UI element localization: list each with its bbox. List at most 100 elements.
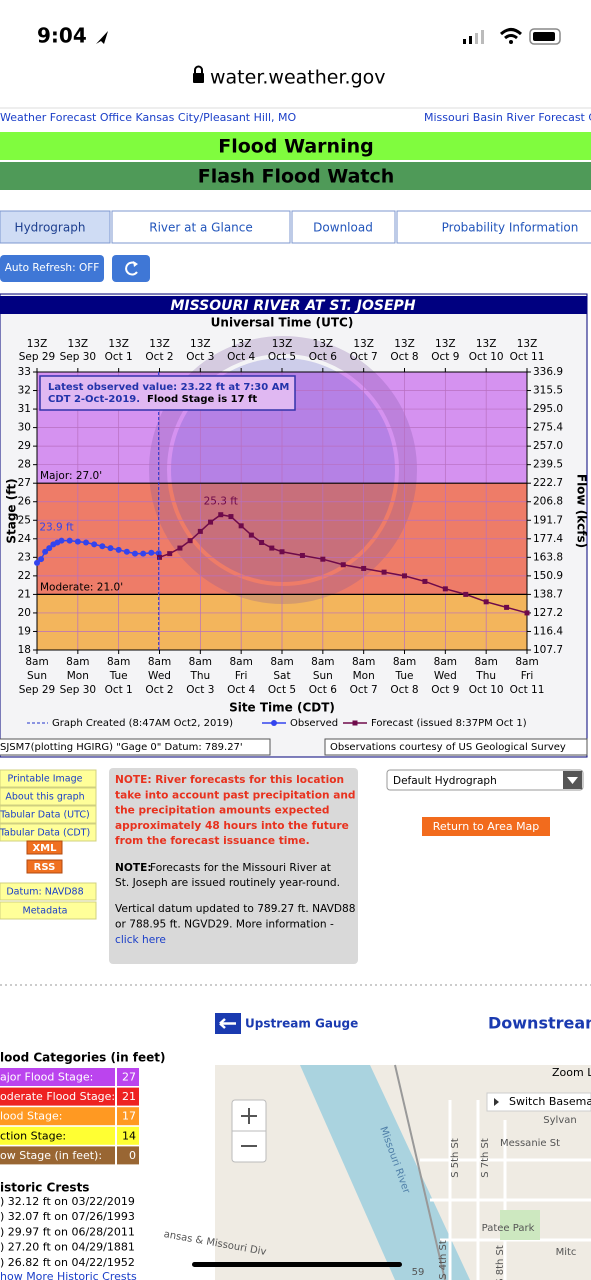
datum-note: SJSM7(plotting HGIRG) "Gage 0" Datum: 78… bbox=[0, 742, 243, 753]
auto-refresh-button[interactable] bbox=[0, 255, 104, 282]
feed-badge[interactable] bbox=[26, 859, 63, 874]
basemap-switch[interactable] bbox=[486, 1092, 591, 1112]
side-link[interactable]: Datum: NAVD88 bbox=[6, 887, 83, 898]
return-button[interactable] bbox=[422, 817, 550, 836]
refresh-button[interactable] bbox=[112, 255, 150, 282]
map-label: S 5th St bbox=[450, 1138, 461, 1178]
chart-title-bar bbox=[0, 296, 587, 314]
feed-badge[interactable] bbox=[26, 840, 63, 855]
rfc-link[interactable]: Missouri Basin River Forecast C bbox=[424, 111, 591, 124]
x-tick-day: Fri bbox=[235, 670, 248, 682]
side-link-box[interactable] bbox=[0, 787, 97, 806]
zoom-icons bbox=[241, 1108, 257, 1147]
side-link[interactable]: About this graph bbox=[5, 792, 84, 803]
forecast-point bbox=[504, 604, 510, 610]
legend-created: Graph Created (8:47AM Oct2, 2019) bbox=[52, 718, 233, 729]
more-crests-link[interactable]: how More Historic Crests bbox=[0, 1270, 137, 1280]
auto-refresh-label[interactable]: Auto Refresh: OFF bbox=[5, 262, 100, 274]
side-link[interactable]: Metadata bbox=[23, 906, 68, 917]
tab-label[interactable]: Hydrograph bbox=[15, 221, 86, 235]
forecast-warning: from the forecast issuance time. bbox=[115, 835, 310, 847]
y-tick-label: 19 bbox=[18, 625, 31, 637]
feed-badge-label[interactable]: XML bbox=[32, 843, 57, 854]
side-link-box[interactable] bbox=[0, 805, 97, 824]
x-tick-date: Oct 11 bbox=[510, 684, 545, 696]
y-tick-label: 28 bbox=[18, 459, 31, 471]
upstream-link[interactable]: Upstream Gauge bbox=[245, 1017, 358, 1031]
tab[interactable] bbox=[0, 210, 111, 244]
forecast-point bbox=[442, 586, 448, 592]
warning-text[interactable]: Flood Warning bbox=[218, 136, 373, 158]
battery-level bbox=[533, 32, 555, 41]
top-x-tick-date: Oct 4 bbox=[227, 351, 255, 363]
category-cell bbox=[0, 1107, 115, 1126]
top-x-tick-label: 13Z bbox=[353, 338, 374, 350]
x-tick-label: 8am bbox=[229, 656, 252, 668]
y-tick-label: 18 bbox=[18, 644, 31, 656]
watch-text[interactable]: Flash Flood Watch bbox=[198, 166, 395, 188]
downstream-link[interactable]: Downstream bbox=[488, 1014, 591, 1033]
datum-link[interactable]: click here bbox=[115, 934, 166, 946]
x-tick-date: Sep 30 bbox=[60, 684, 97, 696]
forecast-point bbox=[483, 599, 489, 605]
category-value-cell bbox=[117, 1126, 139, 1145]
warning-banner bbox=[0, 132, 591, 160]
side-link[interactable]: Tabular Data (UTC) bbox=[0, 810, 90, 821]
forecast-warning: approximately 48 hours into the future bbox=[115, 820, 349, 832]
routine-note: Forecasts for the Missouri River at bbox=[150, 862, 331, 874]
lock-icon bbox=[193, 73, 204, 83]
legend-marker bbox=[352, 720, 358, 726]
top-x-tick-label: 13Z bbox=[435, 338, 456, 350]
tab-label[interactable]: River at a Glance bbox=[149, 221, 253, 235]
wfo-link[interactable]: Weather Forecast Office Kansas City/Plea… bbox=[0, 111, 297, 124]
basemap-switch-label[interactable]: Switch Basema bbox=[509, 1095, 591, 1108]
side-link[interactable]: Printable Image bbox=[8, 774, 83, 785]
tab-label[interactable]: Probability Information bbox=[442, 221, 579, 235]
dropdown-arrow bbox=[567, 777, 578, 784]
return-label[interactable]: Return to Area Map bbox=[433, 820, 540, 833]
forecast-point bbox=[197, 528, 203, 534]
feed-badge-label[interactable]: RSS bbox=[34, 862, 56, 873]
observed-point bbox=[123, 548, 130, 555]
top-x-tick-date: Oct 1 bbox=[105, 351, 133, 363]
switch-arrow bbox=[494, 1098, 499, 1106]
category-value-cell bbox=[117, 1107, 139, 1126]
routine-label: NOTE: bbox=[115, 862, 152, 874]
side-link-box[interactable] bbox=[0, 901, 97, 920]
map-label: S 4th St bbox=[438, 1240, 449, 1280]
y2-tick-label: 239.5 bbox=[533, 459, 563, 471]
y2-axis-title: Flow (kcfs) bbox=[575, 474, 589, 548]
x-tick-date: Sep 29 bbox=[19, 684, 56, 696]
x-tick-label: 8am bbox=[515, 656, 538, 668]
category-value: 14 bbox=[122, 1129, 136, 1142]
side-link-box[interactable] bbox=[0, 769, 97, 788]
routine-note: St. Joseph are issued routinely year-rou… bbox=[115, 877, 340, 889]
side-link-box[interactable] bbox=[0, 882, 97, 901]
tab[interactable] bbox=[111, 210, 291, 244]
forecast-point bbox=[381, 569, 387, 575]
side-link[interactable]: Tabular Data (CDT) bbox=[0, 828, 90, 839]
y2-tick-label: 336.9 bbox=[533, 366, 563, 378]
legend-marker bbox=[271, 720, 277, 726]
x-tick-date: Oct 2 bbox=[145, 684, 173, 696]
tab[interactable] bbox=[291, 210, 396, 244]
category-value-cell bbox=[117, 1146, 139, 1165]
dropdown[interactable] bbox=[386, 769, 584, 791]
forecast-point bbox=[167, 551, 173, 557]
historic-crests: ) 32.12 ft on 03/22/2019) 32.07 ft on 07… bbox=[0, 1195, 135, 1269]
url[interactable]: water.weather.gov bbox=[210, 67, 386, 89]
wifi-dot bbox=[509, 40, 513, 44]
dropdown-label[interactable]: Default Hydrograph bbox=[393, 775, 497, 787]
tab[interactable] bbox=[396, 210, 591, 244]
x-tick-day: Tue bbox=[395, 670, 414, 682]
forecast-point bbox=[361, 565, 367, 571]
park bbox=[500, 1210, 540, 1240]
forecast-point bbox=[269, 545, 275, 551]
forecast-warning: the precipitation amounts expected bbox=[115, 805, 330, 817]
x-tick-day: Mon bbox=[353, 670, 375, 682]
crest-row: ) 32.12 ft on 03/22/2019 bbox=[0, 1195, 135, 1208]
tab-label[interactable]: Download bbox=[313, 221, 373, 235]
top-x-tick-label: 13Z bbox=[231, 338, 252, 350]
y2-tick-label: 116.4 bbox=[533, 625, 563, 637]
